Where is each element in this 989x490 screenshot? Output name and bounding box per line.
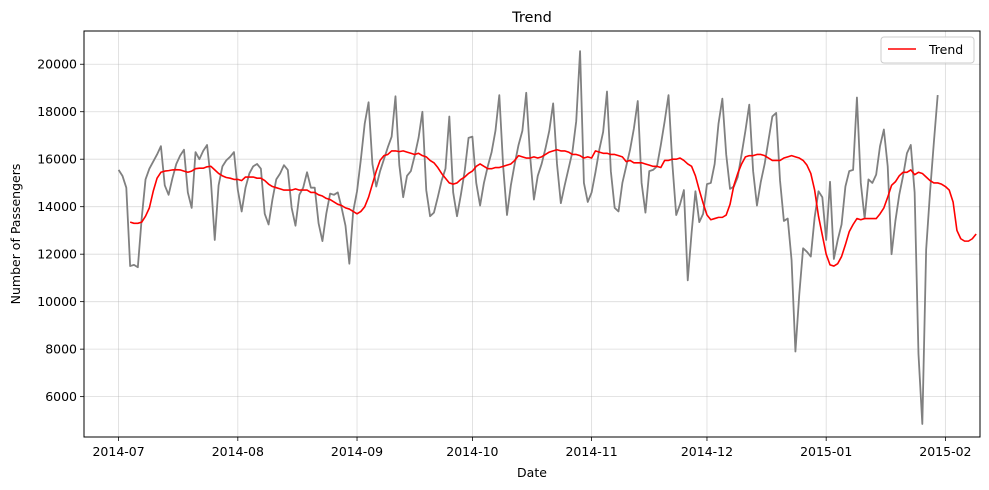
y-tick-label: 8000 <box>45 342 77 357</box>
plot-frame <box>83 30 981 438</box>
x-tick-label: 2015-01 <box>800 444 852 459</box>
series-line-passengers <box>117 50 939 425</box>
y-axis-title: Number of Passengers <box>8 164 23 305</box>
series-line-trend <box>129 148 977 267</box>
y-tick-label: 20000 <box>37 57 77 72</box>
y-tick-label: 6000 <box>45 389 77 404</box>
y-tick-label: 10000 <box>37 294 77 309</box>
series-layer <box>117 50 977 425</box>
x-tick-label: 2015-02 <box>919 444 971 459</box>
y-tick-label: 18000 <box>37 104 77 119</box>
x-axis-ticks: 2014-07 2014-08 2014-09 2014-10 2014-11 2014-… <box>92 437 972 459</box>
x-tick-label: 2014-09 <box>331 444 383 459</box>
y-axis-ticks: 6000 8000 10000 12000 14000 16000 18000 20000 <box>37 57 84 404</box>
legend: Trend <box>880 36 975 64</box>
x-tick-label: 2014-12 <box>681 444 733 459</box>
y-tick-label: 14000 <box>37 199 77 214</box>
y-tick-label: 16000 <box>37 152 77 167</box>
x-tick-label: 2014-11 <box>565 444 617 459</box>
x-tick-label: 2014-08 <box>212 444 264 459</box>
x-axis-title: Date <box>517 465 547 480</box>
chart-title: Trend <box>511 10 552 26</box>
x-tick-label: 2014-10 <box>446 444 498 459</box>
y-tick-label: 12000 <box>37 247 77 262</box>
legend-label-trend: Trend <box>928 42 963 57</box>
x-tick-label: 2014-07 <box>92 444 144 459</box>
legend-box <box>880 36 975 64</box>
